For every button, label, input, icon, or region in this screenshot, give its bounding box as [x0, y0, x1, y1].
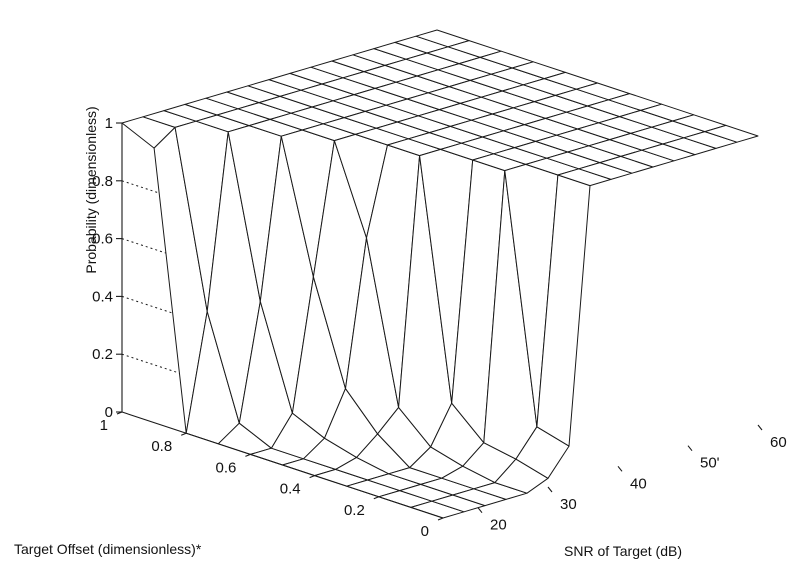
y-tick-label-5: 1 [100, 417, 108, 434]
y-tick-mark-5 [116, 411, 123, 415]
z-tick-label-5: 1 [105, 115, 113, 132]
y-tick-mark-1 [373, 496, 380, 500]
x-tick-label-3: 50' [700, 455, 720, 472]
y-tick-label-1: 0.2 [344, 502, 365, 519]
x-axis-label: SNR of Target (dB) [564, 543, 682, 559]
y-tick-label-2: 0.4 [280, 481, 301, 498]
surface-mesh [121, 29, 759, 519]
x-tick-mark-1 [547, 486, 553, 493]
z-tick-label-1: 0.2 [92, 346, 113, 363]
x-tick-label-1: 30 [560, 496, 577, 513]
x-tick-label-2: 40 [630, 475, 647, 492]
z-tick-label-3: 0.6 [92, 231, 113, 248]
y-tick-mark-3 [245, 453, 251, 457]
surface-cell-0-14 [704, 124, 759, 143]
x-tick-mark-0 [477, 507, 483, 514]
y-tick-mark-2 [309, 475, 315, 479]
x-tick-mark-4 [757, 424, 763, 431]
x-tick-label-4: 60 [770, 434, 787, 451]
x-tick-mark-2 [617, 465, 623, 472]
z-tick-label-2: 0.4 [92, 288, 113, 305]
axes [116, 122, 763, 521]
z-axis-label: Probability (dimensionless) [83, 106, 99, 273]
z-tick-label-0: 0 [105, 404, 113, 421]
x-tick-label-0: 20 [490, 517, 507, 534]
x-tick-mark-3 [687, 445, 693, 452]
y-tick-mark-4 [180, 432, 187, 436]
y-axis-label: Target Offset (dimensionless)* [14, 541, 202, 557]
y-tick-label-4: 0.8 [151, 438, 172, 455]
z-tick-label-4: 0.8 [92, 173, 113, 190]
y-axis-line [121, 411, 444, 519]
y-tick-label-0: 0 [421, 523, 429, 540]
y-tick-mark-0 [437, 517, 444, 521]
y-tick-label-3: 0.6 [216, 459, 237, 476]
